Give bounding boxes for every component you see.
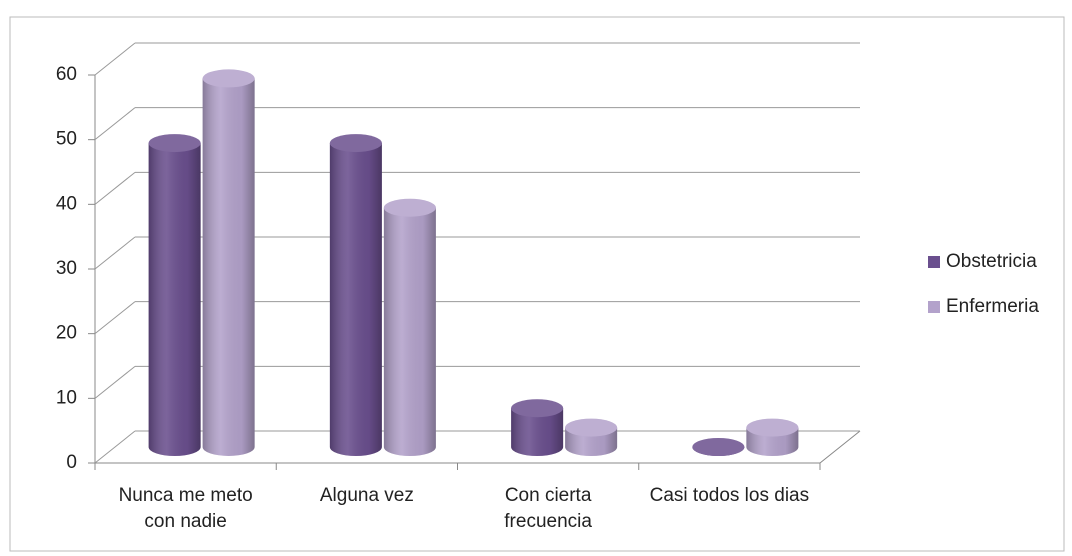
bar-top-highlight <box>383 198 436 217</box>
legend-label: Enfermeria <box>946 296 1039 317</box>
bar-top <box>202 69 255 88</box>
grid-line <box>94 42 136 76</box>
y-tick-label: 30 <box>56 258 77 279</box>
bar-shading <box>383 207 436 456</box>
legend-swatch <box>928 301 940 313</box>
grid-line <box>94 107 136 141</box>
bar-top-highlight <box>148 134 201 153</box>
y-tick-label: 60 <box>56 64 77 85</box>
bar-top-highlight <box>202 69 255 88</box>
y-tick-label: 0 <box>66 452 77 473</box>
bar-top <box>329 134 382 153</box>
bar-shading <box>202 78 255 456</box>
bar-top-highlight <box>511 399 564 418</box>
bar-top <box>565 418 618 437</box>
legend-swatch <box>928 256 940 268</box>
grid-line <box>94 236 136 270</box>
bar-shading <box>329 143 382 457</box>
bar-top <box>692 438 745 456</box>
x-tick-label: Alguna vez <box>319 485 414 506</box>
bar-top-highlight <box>692 438 745 456</box>
grid-line <box>94 171 136 205</box>
bar-top-highlight <box>565 418 618 437</box>
y-tick-label: 50 <box>56 129 77 150</box>
x-tick-label: Casi todos los dias <box>649 485 810 506</box>
x-tick-label: Con cierta frecuencia <box>504 485 592 532</box>
bar-top <box>746 418 799 437</box>
grid-line <box>94 365 136 399</box>
bar-top <box>511 399 564 418</box>
bar-shading <box>148 143 201 457</box>
bar-top <box>148 134 201 153</box>
x-tick-label: Nunca me meto con nadie <box>118 485 253 532</box>
grid-line <box>94 430 136 464</box>
bar-top <box>383 198 436 217</box>
legend-label: Obstetricia <box>946 251 1037 272</box>
y-tick-label: 10 <box>56 387 77 408</box>
y-tick-label: 40 <box>56 193 77 214</box>
bar-shading <box>511 408 564 456</box>
chart-border <box>9 16 1065 552</box>
bar-top-highlight <box>329 134 382 153</box>
y-tick-label: 20 <box>56 323 77 344</box>
floor-edge <box>819 430 861 464</box>
grid-line <box>94 301 136 335</box>
bar-top-highlight <box>746 418 799 437</box>
